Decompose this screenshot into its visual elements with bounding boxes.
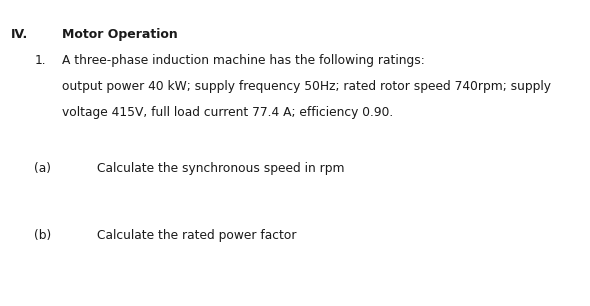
Text: IV.: IV. xyxy=(11,28,28,40)
Text: output power 40 kW; supply frequency 50Hz; rated rotor speed 740rpm; supply: output power 40 kW; supply frequency 50H… xyxy=(62,80,551,92)
Text: (a): (a) xyxy=(34,162,51,175)
Text: Calculate the synchronous speed in rpm: Calculate the synchronous speed in rpm xyxy=(97,162,345,175)
Text: Motor Operation: Motor Operation xyxy=(62,28,178,40)
Text: voltage 415V, full load current 77.4 A; efficiency 0.90.: voltage 415V, full load current 77.4 A; … xyxy=(62,106,393,118)
Text: A three-phase induction machine has the following ratings:: A three-phase induction machine has the … xyxy=(62,54,425,66)
Text: 1.: 1. xyxy=(34,54,46,66)
Text: (b): (b) xyxy=(34,230,51,242)
Text: Calculate the rated power factor: Calculate the rated power factor xyxy=(97,230,297,242)
